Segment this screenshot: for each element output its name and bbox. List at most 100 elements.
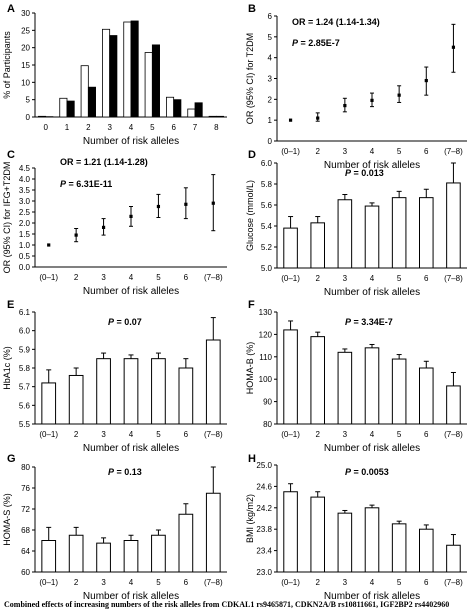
- y-tick-label-h: 25.0: [256, 461, 272, 470]
- panel-label-h: H: [248, 453, 256, 465]
- y-tick-label-c: 0.5: [19, 252, 31, 261]
- y-tick-label-c: 4.0: [19, 175, 31, 184]
- x-tick-label-f: (7–8): [444, 430, 463, 439]
- x-tick-label-b: 5: [397, 147, 402, 156]
- bar-g-0: [41, 540, 57, 573]
- point-b-4: [397, 93, 401, 97]
- bar-h-6: [446, 544, 461, 573]
- x-tick-label-h: 2: [315, 578, 320, 587]
- point-c-2: [101, 225, 106, 229]
- x-tick-label-c: 4: [129, 273, 134, 282]
- y-tick-label-g: 80: [21, 463, 30, 472]
- x-tick-label-b: (7–8): [444, 147, 463, 156]
- x-tick-label-d: 3: [343, 274, 348, 283]
- y-tick-label-b: 5: [268, 33, 273, 42]
- bar-a-series2-2: [87, 86, 96, 118]
- y-tick-label-d: 5.0: [261, 264, 273, 273]
- annotation-c-2: P = 6.31E-11: [60, 179, 112, 189]
- point-b-5: [424, 78, 428, 83]
- y-tick-label-c: 1.5: [19, 230, 31, 239]
- x-tick-label-f: 6: [424, 430, 429, 439]
- x-tick-label-d: 2: [315, 274, 320, 283]
- y-axis-title-d: Glucose (mmol/L): [245, 180, 255, 251]
- annotation-f-1: P = 3.34E-7: [345, 317, 393, 327]
- point-b-2: [343, 103, 347, 108]
- y-tick-label-g: 68: [21, 526, 30, 535]
- bar-f-3: [364, 347, 380, 425]
- figure-caption: Combined effects of increasing numbers o…: [4, 600, 450, 609]
- x-axis-title-b: Number of risk alleles: [324, 160, 420, 171]
- bar-g-6: [205, 492, 221, 573]
- bar-a-series1-5: [144, 52, 153, 118]
- y-tick-label-b: 4: [268, 54, 273, 63]
- bar-g-5: [178, 513, 194, 573]
- bar-d-6: [446, 182, 461, 269]
- x-tick-label-c: 6: [184, 273, 189, 282]
- bar-g-3: [123, 540, 139, 573]
- y-tick-label-g: 64: [21, 547, 30, 556]
- bar-a-series1-6: [166, 96, 175, 118]
- panel-label-f: F: [248, 299, 255, 311]
- bar-a-series1-2: [80, 65, 89, 118]
- x-tick-label-g: 3: [101, 578, 106, 587]
- x-tick-label-h: 6: [424, 578, 429, 587]
- y-tick-label-e: 6.1: [19, 308, 31, 317]
- x-tick-label-a: 1: [65, 123, 70, 132]
- bar-a-series2-1: [66, 100, 75, 118]
- y-tick-label-a: 30: [21, 9, 30, 18]
- x-axis-title-h: Number of risk alleles: [324, 591, 420, 602]
- x-tick-label-d: (7–8): [444, 274, 463, 283]
- y-tick-label-a: 25: [21, 26, 30, 35]
- x-tick-label-d: 4: [370, 274, 375, 283]
- y-tick-label-d: 5.6: [261, 201, 273, 210]
- x-tick-label-b: 2: [315, 147, 320, 156]
- x-tick-label-d: 6: [424, 274, 429, 283]
- bar-f-0: [283, 329, 298, 425]
- y-tick-label-b: 6: [268, 12, 273, 21]
- x-tick-label-h: (0–1): [281, 578, 300, 587]
- y-tick-label-c: 1.0: [19, 241, 31, 250]
- y-tick-label-c: 2.5: [19, 208, 31, 217]
- x-tick-label-h: 5: [397, 578, 402, 587]
- x-axis-title-e: Number of risk alleles: [83, 443, 179, 454]
- x-tick-label-a: 8: [214, 123, 219, 132]
- x-tick-label-a: 4: [129, 123, 134, 132]
- bar-a-series1-8: [208, 115, 217, 118]
- y-tick-label-f: 120: [259, 330, 273, 339]
- point-b-1: [316, 116, 320, 120]
- x-tick-label-h: 3: [343, 578, 348, 587]
- y-tick-label-h: 23.0: [256, 568, 272, 577]
- bar-d-2: [337, 199, 353, 269]
- y-tick-label-d: 5.8: [261, 180, 273, 189]
- x-tick-label-a: 3: [107, 123, 112, 132]
- bar-f-4: [391, 358, 407, 425]
- y-tick-label-e: 5.8: [19, 364, 31, 373]
- point-c-6: [211, 201, 215, 205]
- y-tick-label-a: 20: [21, 44, 30, 53]
- y-tick-label-a: 10: [21, 78, 30, 87]
- annotation-e-1: P = 0.07: [108, 317, 142, 327]
- y-tick-label-d: 6.0: [261, 159, 273, 168]
- annotation-b-2: P = 2.85E-7: [292, 38, 340, 48]
- y-tick-label-e: 5.5: [19, 420, 31, 429]
- y-tick-label-g: 72: [21, 505, 30, 514]
- point-c-4: [156, 204, 161, 209]
- y-tick-label-d: 5.2: [261, 243, 273, 252]
- x-tick-label-a: 2: [86, 123, 91, 132]
- x-tick-label-h: (7–8): [444, 578, 463, 587]
- bar-d-4: [391, 197, 407, 269]
- x-tick-label-e: 3: [101, 430, 106, 439]
- bar-d-5: [419, 197, 434, 269]
- y-tick-label-e: 5.6: [19, 401, 31, 410]
- panel-label-c: C: [7, 149, 15, 161]
- bar-e-6: [205, 339, 221, 425]
- y-tick-label-d: 5.4: [261, 222, 273, 231]
- x-axis-title-c: Number of risk alleles: [83, 286, 179, 297]
- y-axis-title-h: BMI (kg/m2): [245, 494, 255, 543]
- y-tick-label-c: 4.5: [19, 164, 31, 173]
- bar-a-series2-8: [215, 115, 224, 118]
- y-tick-label-h: 24.2: [256, 504, 272, 513]
- x-tick-label-c: 2: [74, 273, 79, 282]
- annotation-b-1: OR = 1.24 (1.14-1.34): [292, 17, 380, 27]
- y-tick-label-a: 15: [21, 61, 30, 70]
